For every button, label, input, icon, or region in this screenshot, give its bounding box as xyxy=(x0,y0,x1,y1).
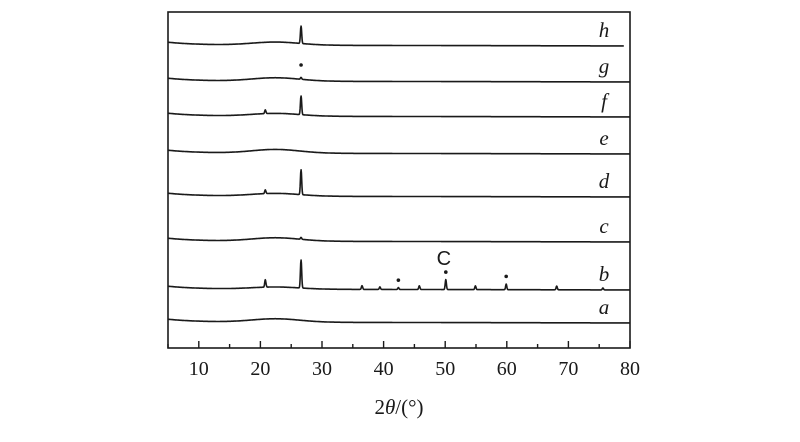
x-tick-label-80: 80 xyxy=(620,358,640,380)
annotation-C: C xyxy=(437,248,451,270)
series-g-trace xyxy=(167,76,631,83)
peak-marker-dot xyxy=(299,63,303,67)
x-axis-title: 2θ/(°) xyxy=(374,395,423,419)
x-tick-label-30: 30 xyxy=(312,358,332,380)
x-tick-label-40: 40 xyxy=(374,358,394,380)
series-label-a: a xyxy=(599,295,610,319)
series-label-d: d xyxy=(599,169,610,193)
peak-marker-dot xyxy=(504,274,508,279)
series-b-trace xyxy=(167,259,631,291)
series-label-h: h xyxy=(599,18,610,42)
peak-marker-dot xyxy=(444,270,448,274)
peak-marker-dot xyxy=(396,278,401,282)
series-h-trace xyxy=(167,25,625,47)
series-label-g: g xyxy=(599,54,610,78)
series-a-trace xyxy=(167,317,631,324)
series-group xyxy=(167,25,631,324)
series-e-trace xyxy=(167,148,631,155)
series-label-e: e xyxy=(599,126,608,150)
x-tick-label-70: 70 xyxy=(558,358,578,380)
plot-frame xyxy=(167,11,631,349)
series-label-f: f xyxy=(601,89,610,113)
x-tick-label-10: 10 xyxy=(189,358,209,380)
series-d-trace xyxy=(167,169,631,198)
x-axis-ticks: 10 20 30 40 50 60 70 80 xyxy=(167,341,640,380)
series-label-c: c xyxy=(599,214,609,238)
series-f-trace xyxy=(167,95,631,118)
series-c-trace xyxy=(167,236,631,243)
x-tick-label-50: 50 xyxy=(435,358,455,380)
x-tick-label-20: 20 xyxy=(250,358,270,380)
x-tick-label-60: 60 xyxy=(497,358,517,380)
series-label-b: b xyxy=(599,262,610,286)
marker-group: C xyxy=(299,63,508,282)
